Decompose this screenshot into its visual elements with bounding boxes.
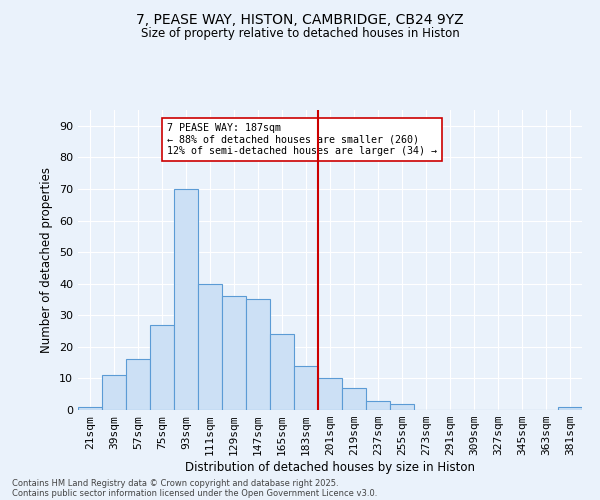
- Bar: [366, 400, 390, 410]
- Bar: [174, 189, 198, 410]
- Text: 7, PEASE WAY, HISTON, CAMBRIDGE, CB24 9YZ: 7, PEASE WAY, HISTON, CAMBRIDGE, CB24 9Y…: [136, 12, 464, 26]
- Bar: [126, 360, 150, 410]
- Bar: [246, 300, 270, 410]
- Bar: [198, 284, 222, 410]
- Bar: [102, 376, 126, 410]
- X-axis label: Distribution of detached houses by size in Histon: Distribution of detached houses by size …: [185, 461, 475, 474]
- Bar: [342, 388, 366, 410]
- Bar: [294, 366, 318, 410]
- Text: Contains public sector information licensed under the Open Government Licence v3: Contains public sector information licen…: [12, 488, 377, 498]
- Bar: [270, 334, 294, 410]
- Text: 7 PEASE WAY: 187sqm
← 88% of detached houses are smaller (260)
12% of semi-detac: 7 PEASE WAY: 187sqm ← 88% of detached ho…: [167, 122, 437, 156]
- Bar: [78, 407, 102, 410]
- Bar: [318, 378, 342, 410]
- Text: Contains HM Land Registry data © Crown copyright and database right 2025.: Contains HM Land Registry data © Crown c…: [12, 478, 338, 488]
- Bar: [558, 407, 582, 410]
- Bar: [222, 296, 246, 410]
- Bar: [150, 324, 174, 410]
- Y-axis label: Number of detached properties: Number of detached properties: [40, 167, 53, 353]
- Text: Size of property relative to detached houses in Histon: Size of property relative to detached ho…: [140, 28, 460, 40]
- Bar: [390, 404, 414, 410]
